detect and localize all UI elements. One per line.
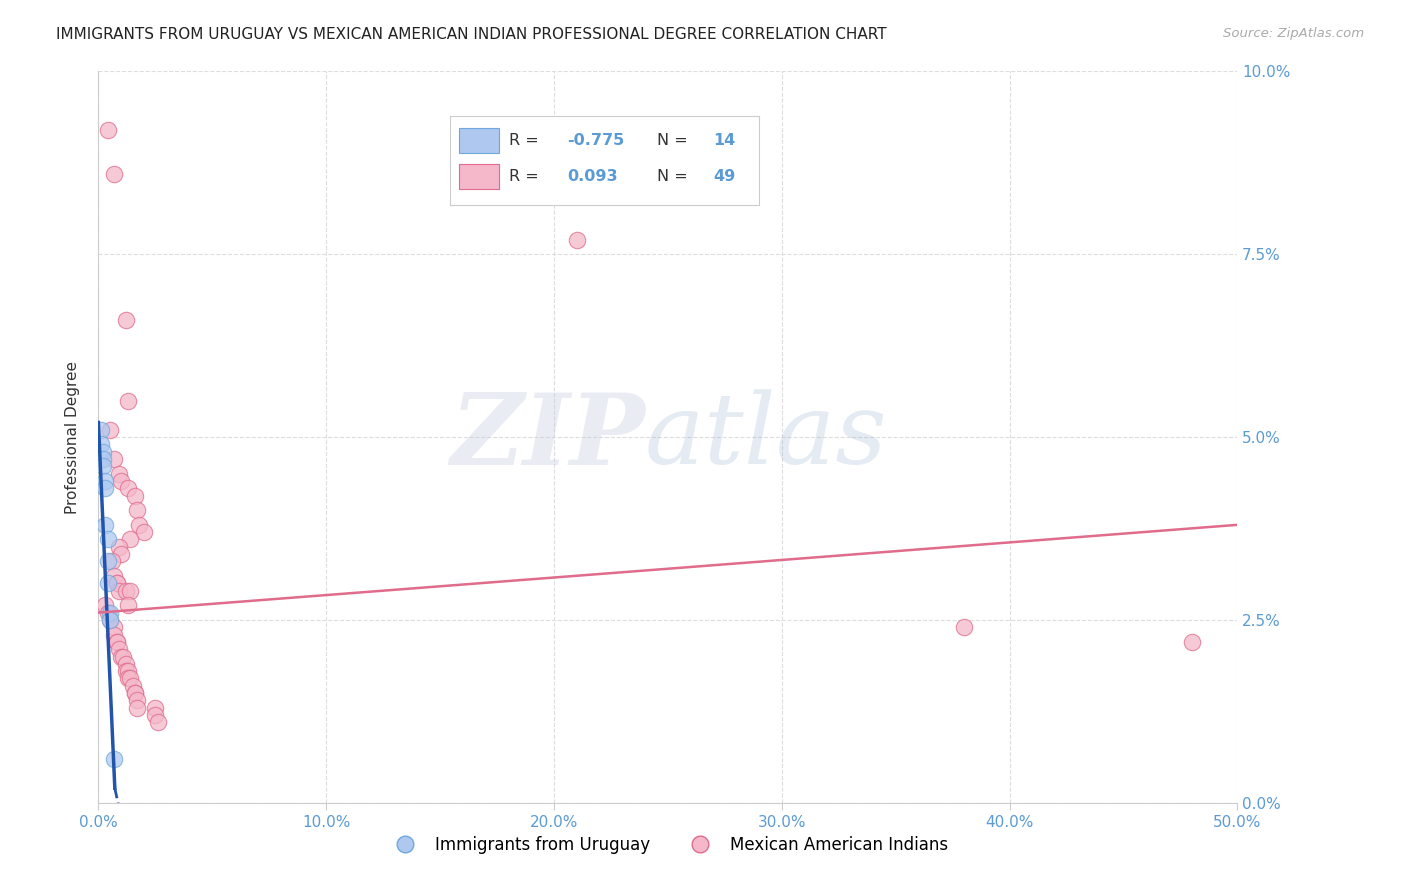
Text: N =: N = (657, 169, 693, 184)
Point (94, 481, 117, 495)
FancyBboxPatch shape (460, 164, 499, 189)
Text: N =: N = (657, 134, 693, 148)
Point (91, 459, 114, 474)
Point (96, 533, 118, 547)
Point (114, 313, 136, 327)
Point (110, 474, 132, 488)
Point (110, 547, 132, 561)
Point (105, 576, 128, 591)
Point (96, 123, 118, 137)
Point (103, 167, 125, 181)
Point (91, 444, 114, 458)
Text: -0.775: -0.775 (568, 134, 624, 148)
Point (98, 613, 121, 627)
Legend: Immigrants from Uruguay, Mexican American Indians: Immigrants from Uruguay, Mexican America… (381, 829, 955, 860)
Point (124, 686, 146, 700)
Point (132, 525, 155, 540)
Point (94, 517, 117, 532)
Text: R =: R = (509, 134, 544, 148)
Point (127, 700, 149, 714)
Point (103, 620, 125, 634)
Point (90, 437, 112, 451)
Point (103, 752, 125, 766)
Point (114, 664, 136, 678)
Point (112, 649, 135, 664)
Point (145, 700, 167, 714)
Point (103, 569, 125, 583)
Point (96, 576, 118, 591)
Point (105, 576, 128, 591)
Point (105, 635, 128, 649)
Point (120, 583, 142, 598)
Point (953, 620, 976, 634)
Point (108, 642, 131, 657)
Point (94, 599, 117, 613)
Point (105, 635, 128, 649)
Point (110, 649, 132, 664)
Point (145, 708, 167, 723)
Point (128, 517, 150, 532)
Text: R =: R = (509, 169, 544, 184)
Text: 49: 49 (713, 169, 735, 184)
Point (98, 606, 121, 620)
Point (127, 693, 149, 707)
Point (565, 233, 588, 247)
Point (96, 554, 118, 568)
Point (98, 423, 121, 437)
Point (96, 606, 118, 620)
Point (146, 715, 169, 730)
Text: atlas: atlas (645, 390, 887, 484)
Point (117, 481, 139, 495)
Point (1181, 635, 1204, 649)
Point (127, 503, 149, 517)
Point (108, 583, 131, 598)
Point (117, 393, 139, 408)
Point (121, 679, 143, 693)
Point (120, 533, 142, 547)
Text: IMMIGRANTS FROM URUGUAY VS MEXICAN AMERICAN INDIAN PROFESSIONAL DEGREE CORRELATI: IMMIGRANTS FROM URUGUAY VS MEXICAN AMERI… (56, 27, 887, 42)
Point (124, 489, 146, 503)
Point (108, 467, 131, 481)
Y-axis label: Professional Degree: Professional Degree (65, 360, 80, 514)
Point (117, 599, 139, 613)
Point (114, 657, 136, 671)
Text: Source: ZipAtlas.com: Source: ZipAtlas.com (1223, 27, 1364, 40)
Point (101, 554, 124, 568)
Point (103, 627, 125, 641)
Point (98, 613, 121, 627)
FancyBboxPatch shape (460, 128, 499, 153)
Point (94, 474, 117, 488)
Point (90, 423, 112, 437)
Text: 0.093: 0.093 (568, 169, 619, 184)
Point (108, 540, 131, 554)
Point (117, 664, 139, 678)
Point (124, 686, 146, 700)
Point (114, 583, 136, 598)
Point (103, 452, 125, 467)
Text: 14: 14 (713, 134, 735, 148)
Text: ZIP: ZIP (450, 389, 645, 485)
Point (117, 672, 139, 686)
Point (120, 672, 142, 686)
Point (91, 452, 114, 467)
